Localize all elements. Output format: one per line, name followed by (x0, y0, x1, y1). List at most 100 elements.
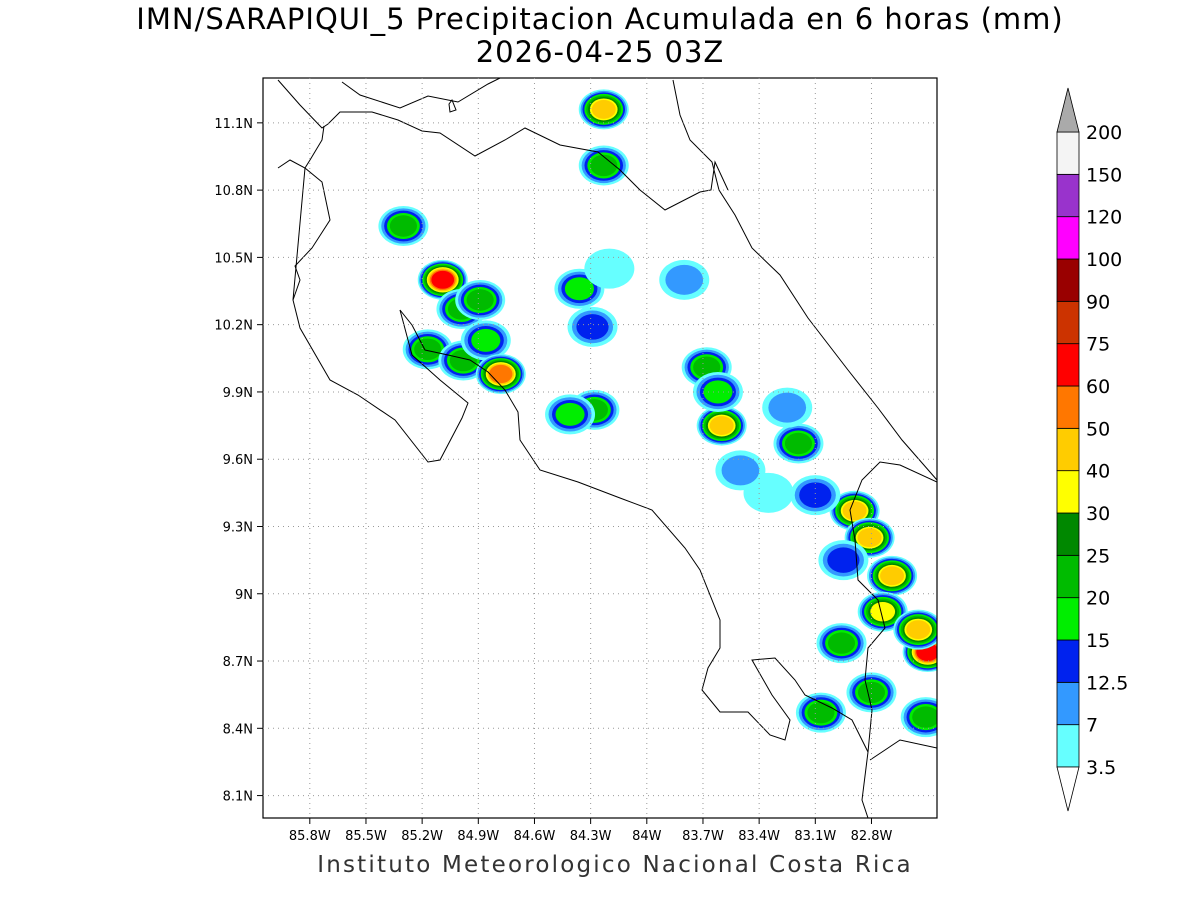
colorbar-top-arrow (1056, 87, 1080, 133)
plot-frame (262, 77, 938, 819)
colorbar-box (1056, 554, 1080, 599)
colorbar-bottom-arrow (1056, 766, 1080, 812)
rain-contour (576, 314, 609, 340)
panama-coast (869, 739, 937, 761)
rain-cell (893, 609, 937, 650)
rain-cell (460, 320, 511, 361)
coastline-borders (277, 78, 937, 818)
colorbar-label: 60 (1086, 376, 1110, 398)
rain-cell (475, 354, 526, 394)
map-subtitle: 2026-04-25 03Z (475, 35, 725, 69)
colorbar-box (1056, 470, 1080, 514)
rain-contour (857, 528, 882, 548)
rain-contour (784, 432, 813, 455)
rain-contour (564, 277, 594, 301)
rain-cell (545, 394, 596, 435)
colorbar-label: 25 (1086, 545, 1110, 567)
nicaragua-coast (277, 79, 729, 211)
lat-tick-label: 8.1N (223, 790, 253, 805)
rain-contour (807, 701, 835, 724)
rain-contour (857, 681, 886, 704)
lat-tick-label: 10.8N (214, 184, 253, 199)
colorbar-label: 100 (1086, 249, 1122, 271)
credit-footer: Instituto Meteorologico Nacional Costa R… (317, 852, 913, 878)
rain-cell (816, 623, 867, 664)
rain-contour (912, 706, 937, 728)
colorbar-label: 3.5 (1086, 757, 1116, 779)
rain-cell (773, 423, 824, 464)
lon-tick-label: 85.5W (345, 829, 387, 844)
lon-tick-label: 82.8W (851, 829, 893, 844)
rain-contour (414, 338, 442, 361)
colorbar-label: 20 (1086, 588, 1110, 610)
rain-contour (489, 364, 513, 384)
precipitation-field (378, 89, 937, 738)
rain-cell (818, 540, 869, 581)
colorbar-label: 150 (1086, 164, 1122, 186)
nicaragua-border (292, 125, 331, 301)
lon-tick-label: 84.9W (457, 829, 499, 844)
rain-contour (584, 248, 635, 289)
lat-tick-label: 9.3N (223, 520, 253, 535)
lat-tick-label: 11.1N (214, 117, 253, 132)
colorbar-box (1056, 427, 1080, 472)
rain-contour (827, 547, 860, 573)
lat-tick-label: 9.6N (223, 453, 253, 468)
rain-cell (900, 697, 937, 738)
colorbar-box (1056, 639, 1080, 683)
colorbar-label: 120 (1086, 207, 1122, 229)
rain-contour (471, 328, 501, 352)
lon-tick-label: 83.1W (794, 829, 836, 844)
colorbar-box (1056, 173, 1080, 218)
colorbar-box (1056, 216, 1080, 260)
colorbar: 3.5 7 12.5 15 20 25 30 40 50 60 75 90 100 120 150 200 (1056, 87, 1128, 812)
rain-cell (715, 450, 766, 491)
rain-contour (709, 416, 734, 435)
rain-contour (665, 264, 704, 295)
lake-island (448, 98, 457, 113)
lat-tick-label: 10.2N (214, 319, 253, 334)
axis-ticks: 85.8W 85.5W 85.2W 84.9W 84.6W 84.3W 84W 83.7W 83… (214, 117, 892, 844)
rain-cell (692, 371, 743, 412)
lon-tick-label: 83.7W (682, 829, 724, 844)
rain-cell (696, 405, 747, 446)
rain-cell (857, 591, 908, 632)
colorbar-box (1056, 343, 1080, 387)
rain-cell (846, 672, 897, 713)
rain-contour (768, 392, 807, 423)
rain-cell (378, 206, 429, 246)
rain-cell (578, 89, 629, 130)
rain-cell (790, 475, 841, 516)
colorbar-box (1056, 385, 1080, 429)
rain-contour (555, 402, 585, 426)
map-title: IMN/SARAPIQUI_5 Precipitacion Acumulada … (136, 2, 1064, 36)
nicoya-peninsula-coast (277, 159, 469, 463)
panama-border (849, 461, 937, 753)
colorbar-label: 90 (1086, 291, 1110, 313)
colorbar-box (1056, 131, 1080, 175)
lon-tick-label: 84W (632, 829, 662, 844)
rain-cell (795, 692, 846, 733)
colorbar-box (1056, 597, 1080, 641)
colorbar-box (1056, 724, 1080, 768)
colorbar-label: 15 (1086, 630, 1110, 652)
rain-cell (578, 145, 629, 186)
colorbar-label: 50 (1086, 418, 1110, 440)
rain-contour (591, 99, 616, 119)
lon-tick-label: 84.6W (514, 829, 556, 844)
rain-contour (703, 380, 733, 404)
colorbar-label: 12.5 (1086, 672, 1128, 694)
colorbar-label: 7 (1086, 715, 1098, 737)
graticule (263, 78, 937, 818)
colorbar-box (1056, 258, 1080, 302)
rain-contour (590, 154, 618, 177)
colorbar-box (1056, 512, 1080, 556)
rain-cell (455, 280, 506, 320)
rain-cell (567, 306, 618, 347)
colorbar-label: 30 (1086, 503, 1110, 525)
lat-tick-label: 10.5N (214, 251, 253, 266)
lake-nicaragua-shore (341, 78, 501, 109)
colorbar-box (1056, 681, 1080, 726)
rain-contour (721, 455, 760, 486)
